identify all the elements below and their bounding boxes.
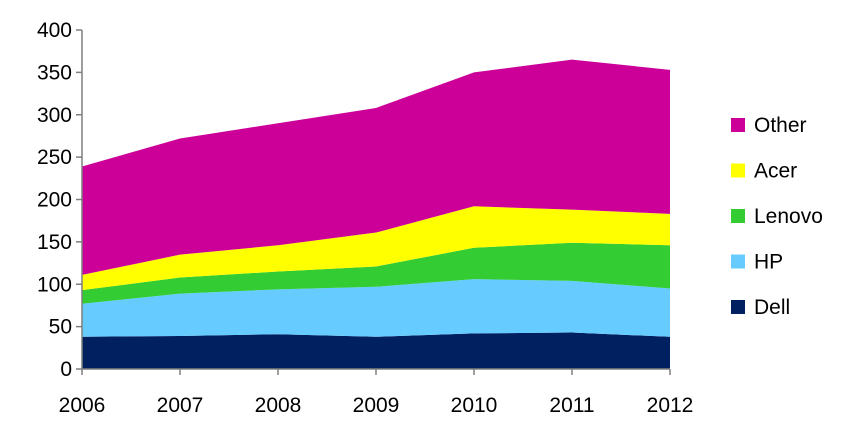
legend-label: HP bbox=[754, 251, 783, 274]
area-dell bbox=[82, 332, 670, 369]
legend-item-dell: Dell bbox=[731, 296, 790, 319]
y-axis-ticks: 0 50 100 150 200 250 300 350 400 bbox=[37, 19, 82, 381]
x-tick-label: 2007 bbox=[157, 394, 204, 417]
legend-item-other: Other bbox=[731, 114, 807, 137]
x-axis-ticks: 2006 2007 2008 2009 2010 2011 2012 bbox=[59, 369, 694, 417]
x-tick-label: 2006 bbox=[59, 394, 106, 417]
y-tick-label: 300 bbox=[37, 104, 72, 127]
legend-label: Acer bbox=[754, 160, 797, 183]
x-tick-label: 2011 bbox=[549, 394, 594, 417]
x-tick-label: 2009 bbox=[353, 394, 400, 417]
x-tick-label: 2010 bbox=[451, 394, 498, 417]
y-tick-label: 150 bbox=[37, 231, 72, 254]
legend-item-lenovo: Lenovo bbox=[731, 205, 823, 228]
legend-label: Other bbox=[754, 114, 807, 137]
y-tick-label: 0 bbox=[60, 358, 72, 381]
y-tick-label: 200 bbox=[37, 189, 72, 212]
legend-swatch bbox=[731, 209, 745, 223]
legend: Other Acer Lenovo HP Dell bbox=[731, 114, 823, 319]
legend-item-acer: Acer bbox=[731, 160, 797, 183]
legend-swatch bbox=[731, 118, 745, 132]
area-lenovo bbox=[82, 242, 670, 304]
area-acer bbox=[82, 206, 670, 291]
legend-swatch bbox=[731, 163, 745, 178]
legend-item-hp: HP bbox=[731, 251, 783, 274]
area-hp bbox=[82, 279, 670, 337]
legend-label: Lenovo bbox=[754, 205, 823, 228]
legend-swatch bbox=[731, 300, 745, 314]
y-tick-label: 100 bbox=[37, 273, 72, 296]
y-tick-label: 50 bbox=[49, 316, 72, 339]
area-other bbox=[82, 59, 670, 275]
y-tick-label: 400 bbox=[37, 19, 72, 42]
x-tick-label: 2008 bbox=[255, 394, 302, 417]
areas-group bbox=[82, 59, 670, 369]
y-tick-label: 350 bbox=[37, 61, 72, 84]
x-tick-label: 2012 bbox=[647, 394, 694, 417]
legend-swatch bbox=[731, 254, 745, 269]
y-tick-label: 250 bbox=[37, 146, 72, 169]
legend-label: Dell bbox=[754, 296, 790, 319]
